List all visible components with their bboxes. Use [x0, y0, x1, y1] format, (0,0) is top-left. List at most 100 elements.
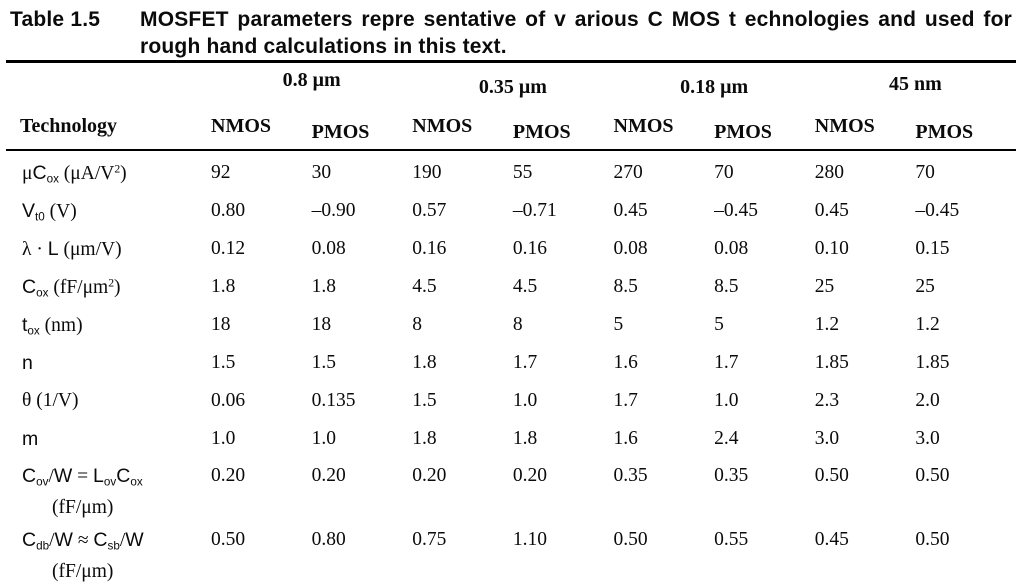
value-tox-col6: 5: [714, 314, 724, 335]
value-cdb-w-col2: 0.80: [311, 529, 346, 550]
value-cox-col5: 8.5: [613, 276, 638, 297]
value-tox-col7: 1.2: [814, 314, 840, 335]
technology-group-header-row: 0.8 μm 0.35 μm 0.18 μm 45 nm: [6, 63, 1016, 111]
value-cox-col6: 8.5: [714, 276, 739, 297]
param-label-tox: tox (nm): [22, 314, 83, 338]
value-cdb-w-col7: 0.45: [814, 529, 849, 550]
value-theta-col6: 1.0: [714, 390, 739, 411]
param-label-cox: Cox (fF/μm2): [22, 276, 121, 300]
value-tox-col2: 18: [311, 314, 332, 335]
table-top-rule: [6, 60, 1016, 63]
value-cox-col8: 25: [915, 276, 935, 297]
caption-text: MOSFET parameters repre sentative of v a…: [140, 6, 1016, 60]
column-header-nmos-3: NMOS: [613, 115, 674, 137]
table-caption: Table 1.5 MOSFET parameters repre sentat…: [0, 0, 1024, 60]
value-m-col7: 3.0: [814, 428, 840, 449]
value-cdb-w-col1: 0.50: [211, 529, 246, 550]
value-vt0-col4: –0.71: [512, 200, 557, 221]
value-m-col1: 1.0: [211, 428, 236, 449]
value-tox-col4: 8: [512, 314, 523, 335]
table-row-theta: θ (1/V) 0.06 0.135 1.5 1.0 1.7 1.0 2.3 2.0: [6, 382, 1016, 420]
value-lambda-l-col8: 0.15: [915, 238, 950, 259]
value-tox-col8: 1.2: [915, 314, 940, 335]
value-mu-cox-col8: 70: [915, 162, 935, 183]
param-unit-cov-w: (fF/μm): [52, 497, 114, 518]
param-label-lambda-l: λ · L (μm/V): [22, 238, 122, 260]
value-mu-cox-col4: 55: [512, 162, 533, 183]
header-separator-rule: [6, 149, 1016, 151]
column-header-nmos-2: NMOS: [412, 115, 473, 137]
value-lambda-l-col6: 0.08: [714, 238, 749, 259]
value-n-col6: 1.7: [714, 352, 739, 373]
value-n-col8: 1.85: [915, 352, 950, 373]
value-cox-col1: 1.8: [211, 276, 236, 297]
value-lambda-l-col1: 0.12: [211, 238, 246, 259]
value-theta-col4: 1.0: [512, 390, 538, 411]
value-mu-cox-col7: 280: [814, 162, 844, 183]
table-row-cdb-w: Cdb/W ≈ Csb/W (fF/μm) 0.50 0.80 0.75 1.10 0.50…: [6, 522, 1016, 586]
param-label-n: n: [22, 352, 33, 374]
table-row-mu-cox: μCox (μA/V2) 92 30 190 55 270 70 280 70: [6, 154, 1016, 192]
value-vt0-col6: –0.45: [714, 200, 758, 221]
column-header-nmos-4: NMOS: [814, 115, 875, 137]
mosfet-parameters-table: 0.8 μm 0.35 μm 0.18 μm 45 nm Technology NMO…: [6, 60, 1016, 586]
value-m-col5: 1.6: [613, 428, 638, 449]
value-vt0-col7: 0.45: [814, 200, 849, 221]
value-cdb-w-col6: 0.55: [714, 529, 749, 550]
value-cov-w-col5: 0.35: [613, 465, 648, 486]
value-tox-col3: 8: [412, 314, 422, 335]
value-cov-w-col1: 0.20: [211, 465, 246, 486]
technology-header: Technology: [20, 115, 118, 137]
value-mu-cox-col5: 270: [613, 162, 643, 183]
group-header-2: 0.35 μm: [478, 76, 547, 98]
value-m-col2: 1.0: [311, 428, 336, 449]
value-vt0-col5: 0.45: [613, 200, 648, 221]
value-cox-col2: 1.8: [311, 276, 336, 297]
value-vt0-col1: 0.80: [211, 200, 246, 221]
table-number: Table 1.5: [10, 8, 101, 31]
group-header-4: 45 nm: [888, 73, 942, 95]
value-vt0-col2: –0.90: [311, 200, 356, 221]
value-lambda-l-col2: 0.08: [311, 238, 346, 259]
caption-line-2: rough hand calculations in this text.: [140, 35, 507, 58]
value-n-col2: 1.5: [311, 352, 336, 373]
value-m-col6: 2.4: [714, 428, 739, 449]
table-row-cox: Cox (fF/μm2) 1.8 1.8 4.5 4.5 8.5 8.5 25 25: [6, 268, 1016, 306]
param-label-theta: θ (1/V): [22, 390, 79, 411]
value-theta-col8: 2.0: [915, 390, 940, 411]
value-lambda-l-col3: 0.16: [412, 238, 447, 259]
value-theta-col5: 1.7: [613, 390, 638, 411]
table-row-lambda-l: λ · L (μm/V) 0.12 0.08 0.16 0.16 0.08 0.08 0.10…: [6, 230, 1016, 268]
group-header-1: 0.8 μm: [282, 69, 341, 91]
value-cox-col7: 25: [814, 276, 835, 297]
value-n-col7: 1.85: [814, 352, 849, 373]
value-theta-col7: 2.3: [814, 390, 840, 411]
param-label-m: m: [22, 428, 39, 450]
table-row-tox: tox (nm) 18 18 8 8 5 5 1.2 1.2: [6, 306, 1016, 344]
value-cox-col4: 4.5: [512, 276, 538, 297]
value-mu-cox-col2: 30: [311, 162, 332, 183]
value-cov-w-col3: 0.20: [412, 465, 447, 486]
column-header-pmos-4: PMOS: [915, 121, 974, 143]
param-label-cov-w: Cov/W = LovCox (fF/μm): [6, 458, 211, 522]
value-cov-w-col2: 0.20: [311, 465, 346, 486]
value-theta-col3: 1.5: [412, 390, 437, 411]
column-header-pmos-1: PMOS: [311, 121, 370, 143]
value-n-col3: 1.8: [412, 352, 437, 373]
table-row-cov-w: Cov/W = LovCox (fF/μm) 0.20 0.20 0.20 0.20 0.3…: [6, 458, 1016, 522]
param-label-cdb-w: Cdb/W ≈ Csb/W (fF/μm): [6, 522, 211, 586]
param-label-vt0: Vt0 (V): [22, 200, 77, 224]
value-cov-w-col7: 0.50: [814, 465, 849, 486]
column-header-pmos-3: PMOS: [714, 121, 772, 143]
column-header-nmos-1: NMOS: [211, 115, 271, 137]
value-cdb-w-col8: 0.50: [915, 529, 950, 550]
value-cov-w-col8: 0.50: [915, 465, 950, 486]
value-cox-col3: 4.5: [412, 276, 437, 297]
value-theta-col2: 0.135: [311, 390, 356, 411]
value-cdb-w-col4: 1.10: [512, 529, 547, 550]
value-n-col5: 1.6: [613, 352, 638, 373]
table-row-n: n 1.5 1.5 1.8 1.7 1.6 1.7 1.85 1.85: [6, 344, 1016, 382]
value-vt0-col3: 0.57: [412, 200, 447, 221]
value-n-col4: 1.7: [512, 352, 538, 373]
